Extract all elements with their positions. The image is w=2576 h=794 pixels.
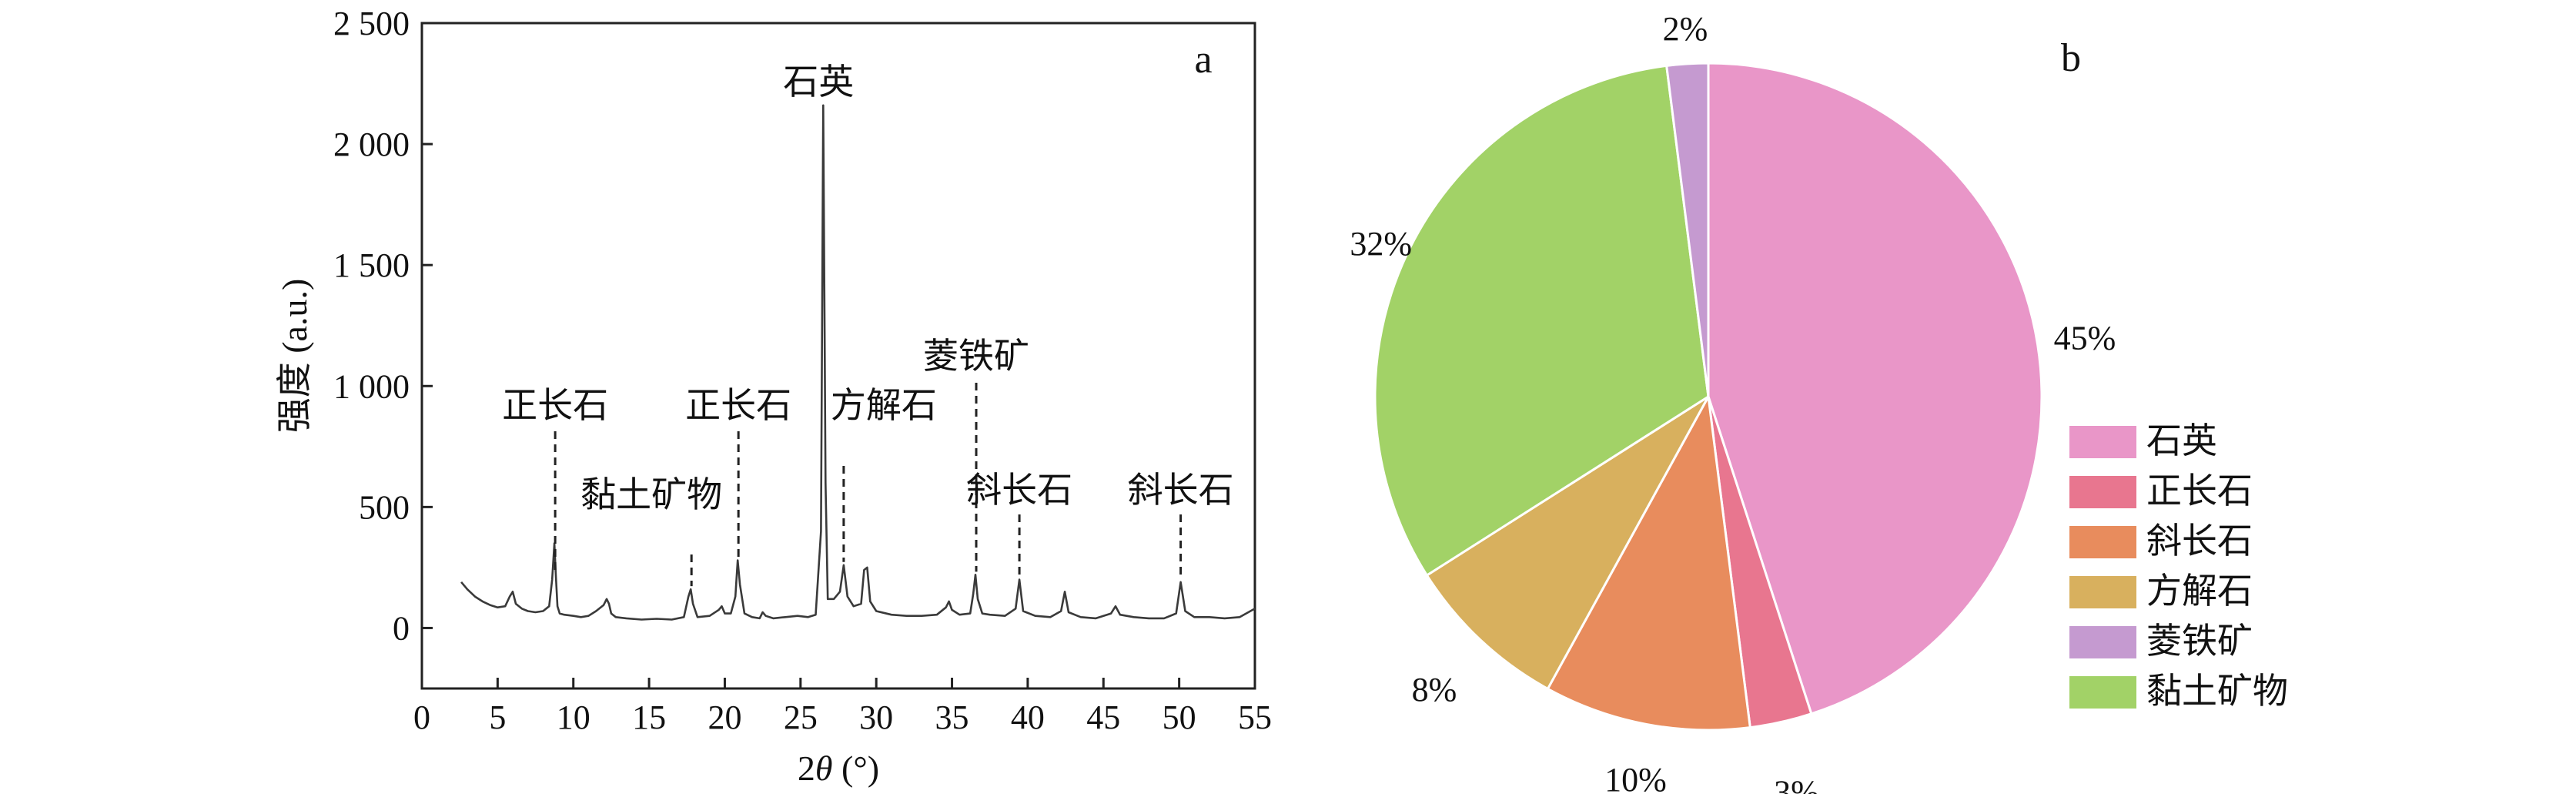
pie-slices bbox=[1373, 62, 2043, 732]
y-tick-label: 2 000 bbox=[333, 126, 410, 163]
peak-annotation-label: 斜长石 bbox=[1128, 471, 1234, 510]
pie-value-label: 3% bbox=[1774, 773, 1819, 794]
x-axis-label: 2θ (°) bbox=[798, 749, 879, 788]
pie-value-label: 8% bbox=[1412, 671, 1457, 709]
peak-annotation-label: 石英 bbox=[783, 62, 854, 102]
legend-swatch bbox=[2069, 526, 2136, 558]
xrd-chart-panel: 0 5 10 15 20 25 30 35 40 45 50 55 0 500 1 000 1 500 2 0… bbox=[275, 5, 1272, 788]
y-axis-ticks: 0 500 1 000 1 500 2 000 2 500 bbox=[333, 5, 433, 647]
y-tick-label: 1 000 bbox=[333, 367, 410, 405]
legend-swatch bbox=[2069, 576, 2136, 608]
legend-label: 菱铁矿 bbox=[2146, 621, 2253, 661]
legend-label: 石英 bbox=[2146, 421, 2217, 461]
y-tick-label: 1 500 bbox=[333, 246, 410, 284]
legend-swatch bbox=[2069, 676, 2136, 709]
x-tick-label: 50 bbox=[1163, 699, 1196, 736]
pie-value-label: 10% bbox=[1604, 761, 1667, 794]
legend-swatch bbox=[2069, 626, 2136, 658]
panel-label-b: b bbox=[2061, 36, 2081, 80]
peak-annotation-label: 斜长石 bbox=[966, 471, 1072, 510]
legend-swatch bbox=[2069, 426, 2136, 458]
x-tick-label: 45 bbox=[1086, 699, 1120, 736]
legend-label: 黏土矿物 bbox=[2146, 672, 2288, 711]
pie-slice bbox=[1425, 395, 1710, 691]
pie-slice bbox=[1665, 62, 1710, 397]
peak-annotation-label: 黏土矿物 bbox=[580, 475, 722, 514]
x-tick-label: 30 bbox=[859, 699, 893, 736]
x-tick-label: 5 bbox=[489, 699, 506, 736]
legend-label: 斜长石 bbox=[2146, 521, 2253, 561]
x-tick-label: 35 bbox=[935, 699, 969, 736]
y-tick-label: 500 bbox=[359, 488, 410, 526]
x-tick-label: 25 bbox=[784, 699, 818, 736]
x-tick-label: 10 bbox=[557, 699, 590, 736]
pie-value-label: 32% bbox=[1350, 225, 1412, 263]
x-tick-label: 40 bbox=[1011, 699, 1045, 736]
xrd-series-line bbox=[460, 104, 1256, 621]
x-axis-ticks: 0 5 10 15 20 25 30 35 40 45 50 55 bbox=[413, 678, 1272, 736]
pie-slice bbox=[1546, 393, 1751, 732]
x-tick-label: 20 bbox=[708, 699, 741, 736]
pie-slice bbox=[1373, 64, 1710, 578]
pie-value-labels: 45% 3% 10% 8% 32% 2% bbox=[1350, 10, 2116, 794]
peak-annotation-label: 正长石 bbox=[502, 386, 608, 425]
legend-label: 正长石 bbox=[2146, 471, 2253, 511]
peak-annotation-label: 方解石 bbox=[831, 386, 937, 425]
peak-annotation-label: 菱铁矿 bbox=[923, 337, 1029, 376]
legend-swatch bbox=[2069, 476, 2136, 508]
x-tick-label: 15 bbox=[632, 699, 666, 736]
pie-slice bbox=[1707, 62, 2043, 715]
xrd-plot-frame bbox=[420, 22, 1256, 690]
legend-label: 方解石 bbox=[2146, 571, 2253, 611]
peak-annotation-label: 正长石 bbox=[685, 386, 791, 425]
pie-value-label: 2% bbox=[1663, 10, 1708, 48]
y-tick-label: 2 500 bbox=[333, 5, 410, 42]
y-axis-label: 强度 (a.u.) bbox=[275, 279, 314, 434]
panel-label-a: a bbox=[1194, 38, 1212, 82]
pie-value-label: 45% bbox=[2054, 320, 2116, 357]
x-tick-label: 0 bbox=[413, 699, 430, 736]
x-tick-label: 55 bbox=[1238, 699, 1272, 736]
y-tick-label: 0 bbox=[393, 609, 410, 647]
